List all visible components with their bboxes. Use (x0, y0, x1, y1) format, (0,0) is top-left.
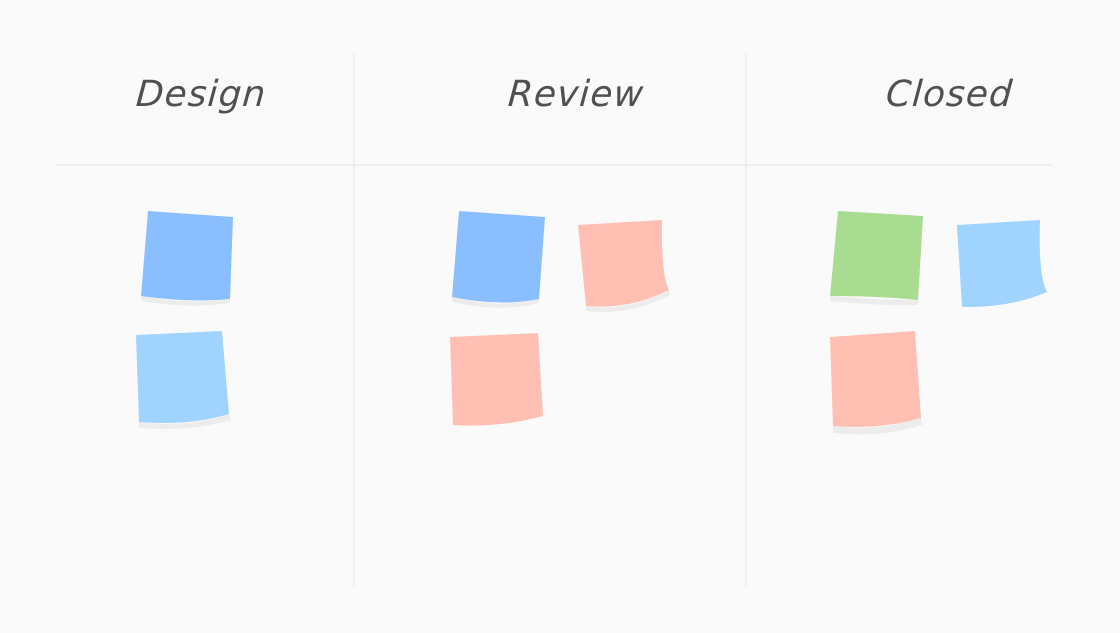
sticky-note-shadow (141, 296, 230, 306)
sticky-note[interactable] (452, 211, 545, 308)
sticky-note-body (136, 331, 229, 423)
sticky-note-body (578, 220, 669, 307)
sticky-note[interactable] (957, 220, 1047, 308)
sticky-note-shadow (586, 290, 670, 312)
sticky-note[interactable] (578, 220, 670, 312)
sticky-note[interactable] (450, 333, 543, 426)
sticky-note[interactable] (136, 331, 231, 429)
sticky-note-body (830, 211, 923, 300)
sticky-note-shadow (139, 414, 231, 429)
sticky-note[interactable] (830, 211, 923, 306)
sticky-note-shadow (452, 297, 539, 308)
sticky-note-body (957, 220, 1047, 308)
sticky-note-body (452, 211, 545, 303)
sticky-note-shadow (830, 296, 918, 306)
sticky-note-shadow (833, 418, 922, 435)
sticky-note-body (830, 331, 921, 427)
sticky-note-body (141, 211, 233, 301)
column-title-closed: Closed (884, 74, 1015, 115)
column-title-review: Review (506, 74, 646, 115)
sticky-note[interactable] (830, 331, 922, 435)
sticky-note[interactable] (141, 211, 233, 306)
column-title-design: Design (134, 74, 268, 115)
sticky-note-body (450, 333, 543, 426)
